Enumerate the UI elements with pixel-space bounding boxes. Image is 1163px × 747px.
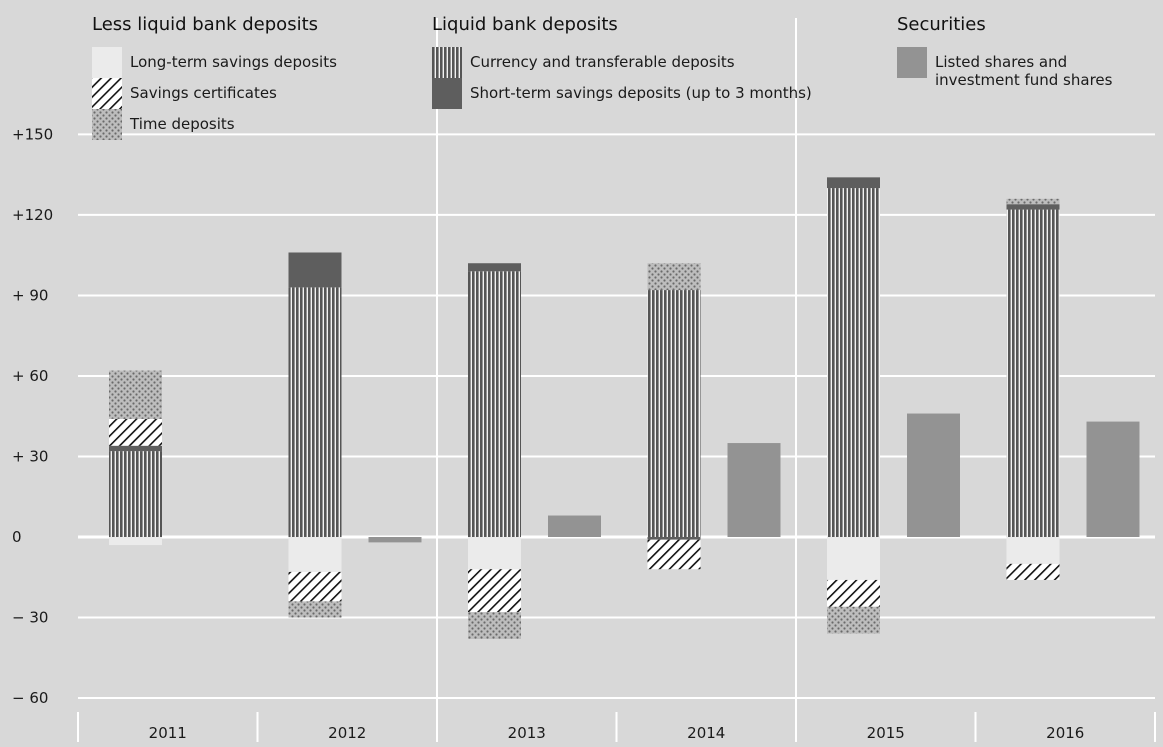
bar-currency-2016 (1006, 209, 1060, 537)
y-tick-label: + 90 (12, 286, 48, 304)
legend-label-savings_cert: Savings certificates (130, 84, 277, 102)
bar-time_dep-2016 (1006, 198, 1060, 205)
bar-savings_cert-2012 (288, 571, 342, 602)
bar-currency-2015 (827, 188, 880, 537)
x-tick-label: 2016 (1046, 724, 1084, 742)
bar-long_term-2016 (1006, 537, 1060, 564)
bar-currency-2014 (647, 290, 701, 537)
x-tick-label: 2012 (328, 724, 366, 742)
x-tick-label: 2014 (687, 724, 725, 742)
bar-long_term-2013 (468, 537, 521, 570)
legend-swatch-long_term (92, 47, 122, 78)
bar-currency-2011 (109, 451, 162, 537)
legend-swatch-short_term (432, 78, 462, 109)
legend-swatch-time_dep (92, 109, 122, 140)
bar-time_dep-2011 (109, 370, 162, 419)
legend-group-title: Securities (897, 14, 986, 35)
bar-shares-2015 (907, 413, 960, 537)
y-tick-label: +120 (12, 206, 53, 224)
bar-short_term-2015 (827, 177, 880, 189)
legend-label-long_term: Long-term savings deposits (130, 53, 337, 71)
x-tick-label: 2015 (867, 724, 905, 742)
y-tick-label: +150 (12, 125, 53, 143)
legend-group-title: Liquid bank deposits (432, 14, 618, 35)
bar-shares-2012 (368, 537, 422, 543)
y-tick-label: + 60 (12, 367, 48, 385)
bar-short_term-2011 (109, 445, 162, 452)
bar-shares-2016 (1086, 421, 1140, 537)
bar-savings_cert-2015 (827, 579, 880, 607)
bar-time_dep-2014 (647, 263, 701, 291)
legend-label-time_dep: Time deposits (129, 115, 235, 133)
bar-shares-2013 (548, 515, 601, 537)
legend-group-title: Less liquid bank deposits (92, 14, 318, 35)
bar-long_term-2012 (288, 537, 342, 572)
bar-short_term-2013 (468, 263, 521, 272)
x-tick-label: 2011 (149, 724, 187, 742)
bar-time_dep-2012 (288, 601, 342, 618)
bar-shares-2014 (727, 443, 781, 537)
bar-short_term-2014 (647, 537, 701, 540)
x-tick-label: 2013 (508, 724, 546, 742)
y-tick-label: 0 (12, 528, 22, 546)
bar-savings_cert-2016 (1006, 563, 1060, 580)
legend-swatch-savings_cert (92, 78, 122, 109)
y-tick-label: + 30 (12, 447, 48, 465)
legend-label-short_term: Short-term savings deposits (up to 3 mon… (470, 84, 812, 102)
bar-time_dep-2015 (827, 606, 880, 634)
y-tick-label: − 30 (12, 609, 48, 627)
bar-savings_cert-2013 (468, 569, 521, 613)
legend-label-currency: Currency and transferable deposits (470, 53, 735, 71)
y-tick-label: − 60 (12, 689, 48, 707)
bar-savings_cert-2011 (109, 418, 162, 446)
legend-swatch-currency (432, 47, 462, 78)
bar-long_term-2011 (109, 537, 162, 546)
legend-label-shares: investment fund shares (935, 71, 1113, 89)
bar-long_term-2015 (827, 537, 880, 580)
bar-currency-2012 (288, 287, 342, 537)
bar-short_term-2012 (288, 252, 342, 288)
bar-savings_cert-2014 (647, 539, 701, 570)
bar-short_term-2016 (1006, 204, 1060, 210)
legend-swatch-shares (897, 47, 927, 78)
bar-currency-2013 (468, 271, 521, 537)
legend-label-shares: Listed shares and (935, 53, 1067, 71)
bar-time_dep-2013 (468, 612, 521, 639)
